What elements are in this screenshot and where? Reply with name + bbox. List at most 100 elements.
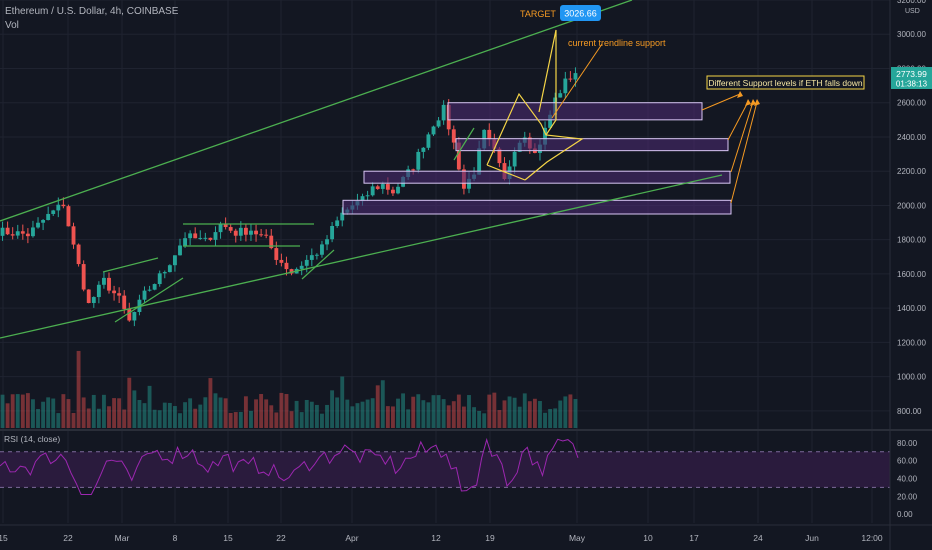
volume-bar <box>203 397 208 428</box>
volume-bar <box>411 396 416 428</box>
time-tick-label-1: 22 <box>63 533 73 543</box>
volume-bar <box>249 410 253 428</box>
volume-bar <box>441 399 446 428</box>
candle-body <box>157 273 162 285</box>
candle-body <box>193 233 198 239</box>
volume-bar <box>183 402 187 428</box>
volume-bar <box>167 402 172 428</box>
volume-bar <box>492 392 497 428</box>
candle-body <box>269 235 274 249</box>
time-tick-label-0: 15 <box>0 533 8 543</box>
volume-bar <box>360 401 365 428</box>
rsi-tick-label-2: 40.00 <box>897 475 918 484</box>
target-label: TARGET <box>520 9 556 19</box>
candle-body <box>167 265 172 273</box>
volume-bar <box>355 403 360 428</box>
volume-bar <box>157 410 162 428</box>
candle-body <box>416 151 421 170</box>
candle-body <box>477 148 482 175</box>
volume-bar <box>304 399 309 428</box>
support-arrowhead-3 <box>750 99 756 106</box>
volume-bar <box>188 398 193 428</box>
volume-bar <box>142 403 147 428</box>
volume-bar <box>573 399 578 428</box>
candle-body <box>223 223 228 228</box>
candle-body <box>86 289 91 304</box>
volume-bar <box>472 407 476 428</box>
volume-bar <box>289 411 294 428</box>
volume-bar <box>309 401 314 428</box>
candle-body <box>391 189 395 194</box>
volume-bar <box>218 397 223 428</box>
volume-bar <box>477 410 482 428</box>
volume-bar <box>294 400 299 428</box>
candle-body <box>31 227 35 237</box>
last-price-badge <box>891 67 932 89</box>
volume-bar <box>56 413 61 428</box>
support-levels-label: Different Support levels if ETH falls do… <box>708 78 863 88</box>
price-tick-label-9: 1400.00 <box>897 304 926 313</box>
rsi-band <box>0 451 890 488</box>
volume-bar <box>335 397 340 428</box>
volume-bar <box>0 394 5 428</box>
volume-bar <box>178 413 182 428</box>
volume-bar <box>20 394 25 428</box>
target-badge <box>560 5 601 21</box>
volume-bar <box>497 410 502 428</box>
candle-body <box>172 255 177 266</box>
candle-body <box>431 126 436 135</box>
volume-bar <box>243 396 248 428</box>
candle-body <box>41 220 46 223</box>
candle-body <box>81 264 86 290</box>
volume-bar <box>76 350 81 428</box>
price-tick-label-6: 2000.00 <box>897 201 926 210</box>
candle-body <box>289 269 294 274</box>
volume-bar <box>487 394 492 428</box>
volume-bar <box>325 404 329 428</box>
volume-bar <box>350 406 355 428</box>
volume-bar <box>370 398 375 428</box>
volume-bar <box>274 412 279 428</box>
countdown-value: 01:38:13 <box>896 80 928 89</box>
candle-body <box>66 206 71 227</box>
volume-bar <box>223 398 228 428</box>
price-tick-label-5: 2200.00 <box>897 167 926 176</box>
candle-body <box>573 73 578 80</box>
volume-bar <box>543 412 547 428</box>
candle-body <box>233 230 238 236</box>
volume-bar <box>507 396 512 428</box>
volume-bar <box>517 406 522 428</box>
candle-body <box>96 284 101 298</box>
volume-bar <box>461 406 466 428</box>
candle-body <box>218 223 223 233</box>
support-arrow-4 <box>730 101 758 204</box>
candle-body <box>15 231 20 236</box>
candle-body <box>56 204 61 211</box>
support-levels-box <box>706 75 865 90</box>
volume-bar <box>330 390 335 428</box>
candle-body <box>76 244 81 265</box>
rsi-tick-label-1: 60.00 <box>897 457 918 466</box>
upper-trendline <box>0 0 633 222</box>
last-price-value: 2773.99 <box>896 69 927 79</box>
candle-body <box>102 277 106 285</box>
candle-body <box>122 295 127 309</box>
trendline-support-arrow <box>551 43 603 119</box>
volume-bar <box>421 400 426 428</box>
time-tick-label-8: 19 <box>485 533 495 543</box>
price-tick-label-7: 1800.00 <box>897 236 926 245</box>
candle-body <box>117 293 122 296</box>
candle-body <box>238 227 243 236</box>
volume-bar <box>259 394 264 428</box>
volume-bar <box>375 385 380 428</box>
volume-bar <box>264 399 269 428</box>
candle-body <box>380 184 385 189</box>
candle-body <box>370 186 375 196</box>
volume-bar <box>426 402 431 428</box>
rsi-label: RSI (14, close) <box>4 434 60 444</box>
candle-body <box>51 210 56 214</box>
volume-bar <box>107 406 111 428</box>
support-zone-1 <box>447 102 703 121</box>
